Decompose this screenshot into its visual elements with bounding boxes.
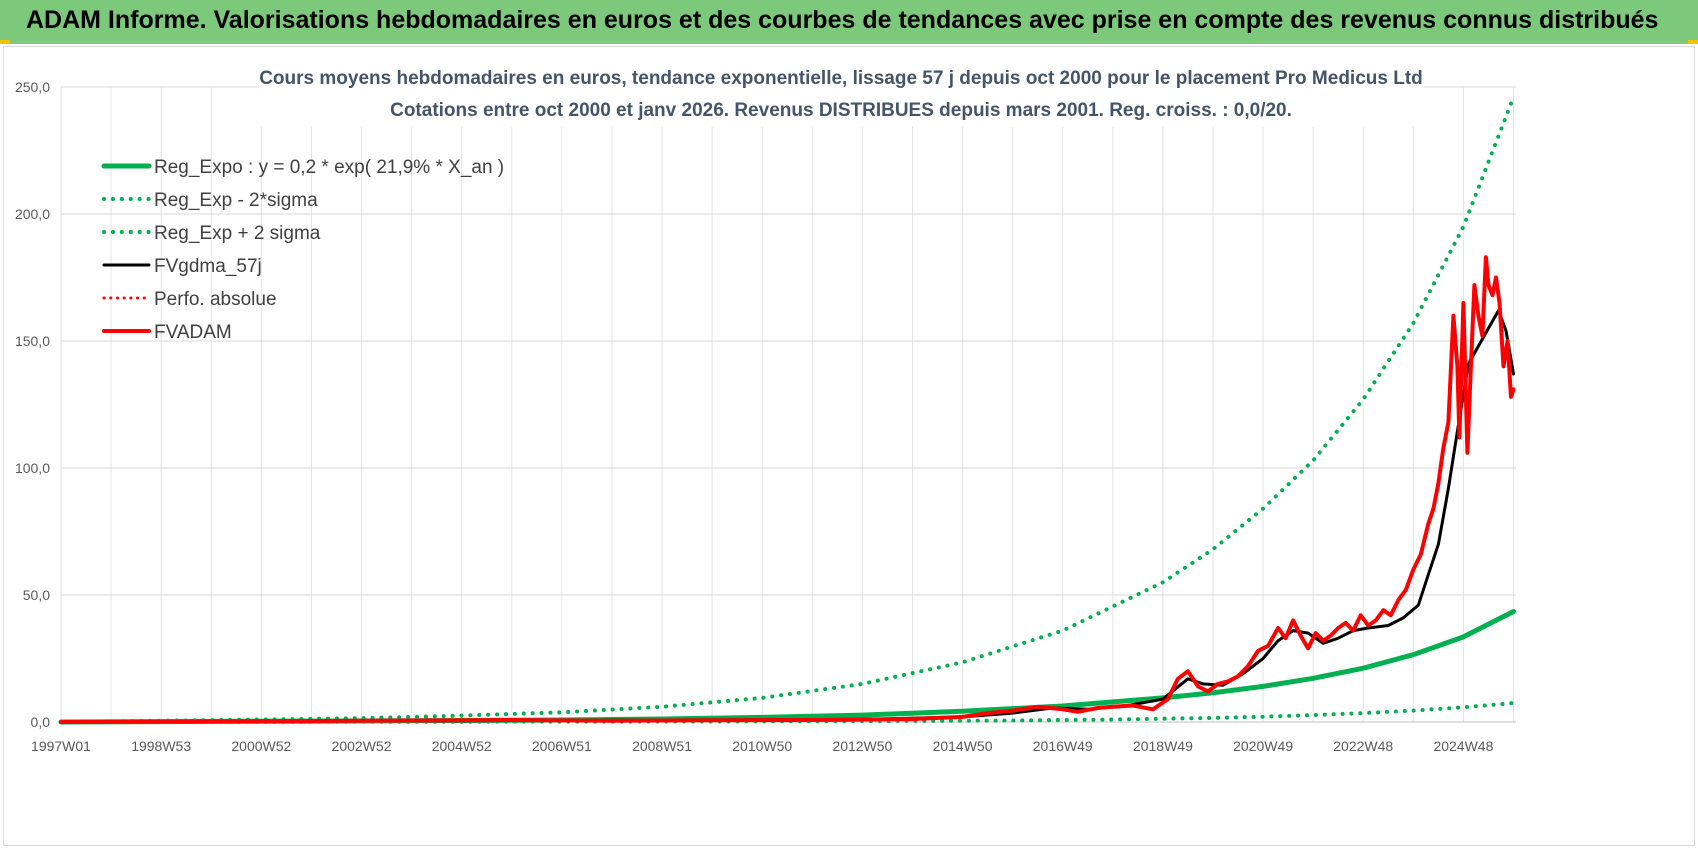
x-tick-label: 2022W48 xyxy=(1333,738,1393,754)
corner-marker-left xyxy=(0,40,10,44)
x-tick-label: 2008W51 xyxy=(632,738,692,754)
x-tick-label: 1997W01 xyxy=(31,738,91,754)
legend-label-3: FVgdma_57j xyxy=(154,256,262,277)
x-tick-label: 2012W50 xyxy=(832,738,892,754)
y-tick-label: 200,0 xyxy=(15,206,50,222)
y-tick-label: 0,0 xyxy=(31,714,51,730)
x-tick-label: 2002W52 xyxy=(332,738,392,754)
chart-title-line-1: Cours moyens hebdomadaires en euros, ten… xyxy=(259,68,1423,89)
x-tick-label: 2020W49 xyxy=(1233,738,1293,754)
chart-title-line-2: Cotations entre oct 2000 et janv 2026. R… xyxy=(390,100,1292,121)
x-tick-label: 2018W49 xyxy=(1133,738,1193,754)
report-banner: ADAM Informe. Valorisations hebdomadaire… xyxy=(0,0,1698,44)
x-tick-label: 2004W52 xyxy=(432,738,492,754)
x-axis: 1997W01 1998W53 2000W52 2002W52 2004W52 2006W… xyxy=(31,738,1494,754)
series-line-3 xyxy=(59,309,1515,724)
line-chart: 0,0 50,0 100,0 150,0 200,0 250,0 1997W01 1998W… xyxy=(15,61,1516,754)
chart-title-background xyxy=(259,61,1424,127)
x-tick-label: 2000W52 xyxy=(231,738,291,754)
x-tick-label: 2016W49 xyxy=(1033,738,1093,754)
x-tick-label: 2006W51 xyxy=(532,738,592,754)
series-layer xyxy=(58,95,1516,725)
corner-marker-right xyxy=(1688,40,1698,44)
x-tick-label: 2010W50 xyxy=(732,738,792,754)
legend-label-4: Perfo. absolue xyxy=(154,289,277,310)
series-line-5 xyxy=(59,255,1516,724)
legend-label-1: Reg_Exp - 2*sigma xyxy=(154,190,318,211)
y-axis: 0,0 50,0 100,0 150,0 200,0 250,0 xyxy=(15,79,50,730)
y-tick-label: 250,0 xyxy=(15,79,50,95)
y-tick-label: 50,0 xyxy=(23,587,50,603)
y-tick-label: 150,0 xyxy=(15,333,50,349)
x-tick-label: 1998W53 xyxy=(131,738,191,754)
series-line-2 xyxy=(59,95,1516,724)
legend-label-5: FVADAM xyxy=(154,322,232,343)
legend-label-2: Reg_Exp + 2 sigma xyxy=(154,223,321,244)
x-tick-label: 2014W50 xyxy=(933,738,993,754)
chart-area: 0,0 50,0 100,0 150,0 200,0 250,0 1997W01 1998W… xyxy=(3,46,1695,846)
x-tick-label: 2024W48 xyxy=(1433,738,1493,754)
chart-title-block: Cours moyens hebdomadaires en euros, ten… xyxy=(259,61,1424,127)
legend-label-0: Reg_Expo : y = 0,2 * exp( 21,9% * X_an ) xyxy=(154,157,504,178)
y-tick-label: 100,0 xyxy=(15,460,50,476)
chart-legend: Reg_Expo : y = 0,2 * exp( 21,9% * X_an )… xyxy=(101,157,504,343)
report-title: ADAM Informe. Valorisations hebdomadaire… xyxy=(26,6,1659,34)
